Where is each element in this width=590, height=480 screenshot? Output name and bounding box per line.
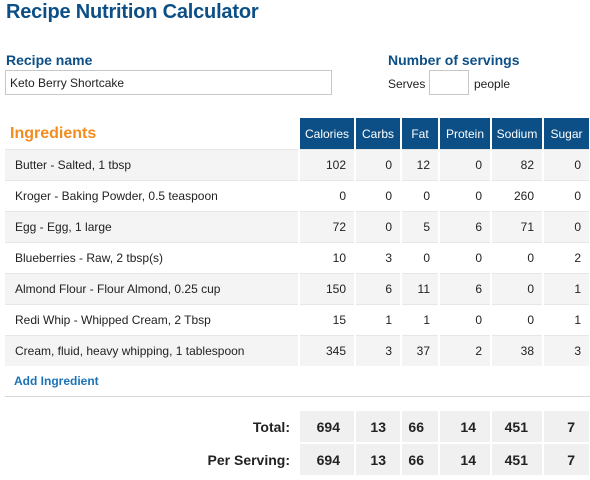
ingredient-name[interactable]: Kroger - Baking Powder, 0.5 teaspoon (5, 180, 299, 212)
ingredient-name[interactable]: Butter - Salted, 1 tbsp (5, 149, 299, 181)
total-sugar: 7 (542, 411, 589, 444)
protein-cell: 0 (438, 242, 491, 274)
serves-text: Serves (388, 77, 426, 91)
protein-cell: 0 (438, 149, 491, 181)
protein-cell: 2 (438, 335, 491, 366)
fat-cell: 12 (400, 149, 439, 181)
ingredient-name[interactable]: Redi Whip - Whipped Cream, 2 Tbsp (5, 304, 299, 336)
total-calories: 694 (298, 411, 355, 444)
sugar-cell: 0 (542, 211, 589, 243)
ingredient-name[interactable]: Egg - Egg, 1 large (5, 211, 299, 243)
sodium-cell: 38 (490, 335, 543, 366)
sugar-cell: 0 (542, 149, 589, 181)
total-carbs: 13 (354, 411, 401, 444)
ingredient-name[interactable]: Almond Flour - Flour Almond, 0.25 cup (5, 273, 299, 305)
page-title: Recipe Nutrition Calculator (6, 1, 259, 23)
column-header-sodium[interactable]: Sodium (490, 118, 543, 150)
per-serving-protein: 14 (438, 443, 491, 477)
sodium-cell: 0 (490, 304, 543, 336)
total-sodium: 451 (490, 411, 543, 444)
per-serving-carbs: 13 (354, 443, 401, 477)
carbs-cell: 1 (354, 304, 401, 336)
recipe-name-input[interactable] (5, 70, 332, 95)
ingredients-heading: Ingredients (5, 118, 299, 150)
total-fat: 66 (400, 411, 439, 444)
carbs-cell: 0 (354, 149, 401, 181)
carbs-cell: 0 (354, 180, 401, 212)
fat-cell: 37 (400, 335, 439, 366)
protein-cell: 0 (438, 304, 491, 336)
calories-cell: 150 (298, 273, 355, 305)
table-row[interactable]: Blueberries - Raw, 2 tbsp(s) 10 3 0 0 0 … (5, 242, 589, 274)
sugar-cell: 1 (542, 273, 589, 305)
ingredient-name[interactable]: Cream, fluid, heavy whipping, 1 tablespo… (5, 335, 299, 366)
fat-cell: 5 (400, 211, 439, 243)
servings-input[interactable] (429, 70, 469, 95)
column-header-protein[interactable]: Protein (438, 118, 491, 150)
servings-label: Number of servings (388, 52, 520, 68)
column-header-carbs[interactable]: Carbs (354, 118, 401, 150)
protein-cell: 6 (438, 211, 491, 243)
carbs-cell: 0 (354, 211, 401, 243)
sugar-cell: 1 (542, 304, 589, 336)
per-serving-sodium: 451 (490, 443, 543, 477)
recipe-name-label: Recipe name (6, 52, 93, 68)
sodium-cell: 71 (490, 211, 543, 243)
table-row[interactable]: Almond Flour - Flour Almond, 0.25 cup 15… (5, 273, 589, 305)
total-protein: 14 (438, 411, 491, 444)
carbs-cell: 6 (354, 273, 401, 305)
per-serving-sugar: 7 (542, 443, 589, 477)
sodium-cell: 0 (490, 273, 543, 305)
sodium-cell: 82 (490, 149, 543, 181)
table-row[interactable]: Cream, fluid, heavy whipping, 1 tablespo… (5, 335, 589, 366)
fat-cell: 1 (400, 304, 439, 336)
ingredients-table: Ingredients Calories Carbs Fat Protein S… (5, 118, 589, 366)
sodium-cell: 0 (490, 242, 543, 274)
calories-cell: 15 (298, 304, 355, 336)
calories-cell: 72 (298, 211, 355, 243)
per-serving-label: Per Serving: (5, 443, 299, 477)
people-text: people (474, 77, 511, 91)
table-row[interactable]: Kroger - Baking Powder, 0.5 teaspoon 0 0… (5, 180, 589, 212)
table-row[interactable]: Butter - Salted, 1 tbsp 102 0 12 0 82 0 (5, 149, 589, 181)
per-serving-calories: 694 (298, 443, 355, 477)
calories-cell: 102 (298, 149, 355, 181)
ingredient-name[interactable]: Blueberries - Raw, 2 tbsp(s) (5, 242, 299, 274)
table-row[interactable]: Egg - Egg, 1 large 72 0 5 6 71 0 (5, 211, 589, 243)
fat-cell: 0 (400, 242, 439, 274)
add-ingredient-link[interactable]: Add Ingredient (14, 374, 99, 388)
column-header-sugar[interactable]: Sugar (542, 118, 589, 150)
table-row[interactable]: Redi Whip - Whipped Cream, 2 Tbsp 15 1 1… (5, 304, 589, 336)
column-header-calories[interactable]: Calories (298, 118, 355, 150)
carbs-cell: 3 (354, 335, 401, 366)
sugar-cell: 0 (542, 180, 589, 212)
per-serving-fat: 66 (400, 443, 439, 477)
carbs-cell: 3 (354, 242, 401, 274)
column-header-fat[interactable]: Fat (400, 118, 439, 150)
total-label: Total: (5, 411, 299, 444)
protein-cell: 0 (438, 180, 491, 212)
calories-cell: 10 (298, 242, 355, 274)
sugar-cell: 3 (542, 335, 589, 366)
total-row: Total: 694 13 66 14 451 7 (5, 411, 589, 444)
protein-cell: 6 (438, 273, 491, 305)
divider (5, 396, 590, 397)
fat-cell: 0 (400, 180, 439, 212)
totals-table: Total: 694 13 66 14 451 7 Per Serving: 6… (5, 411, 589, 477)
calories-cell: 0 (298, 180, 355, 212)
calories-cell: 345 (298, 335, 355, 366)
fat-cell: 11 (400, 273, 439, 305)
sugar-cell: 2 (542, 242, 589, 274)
per-serving-row: Per Serving: 694 13 66 14 451 7 (5, 443, 589, 477)
sodium-cell: 260 (490, 180, 543, 212)
